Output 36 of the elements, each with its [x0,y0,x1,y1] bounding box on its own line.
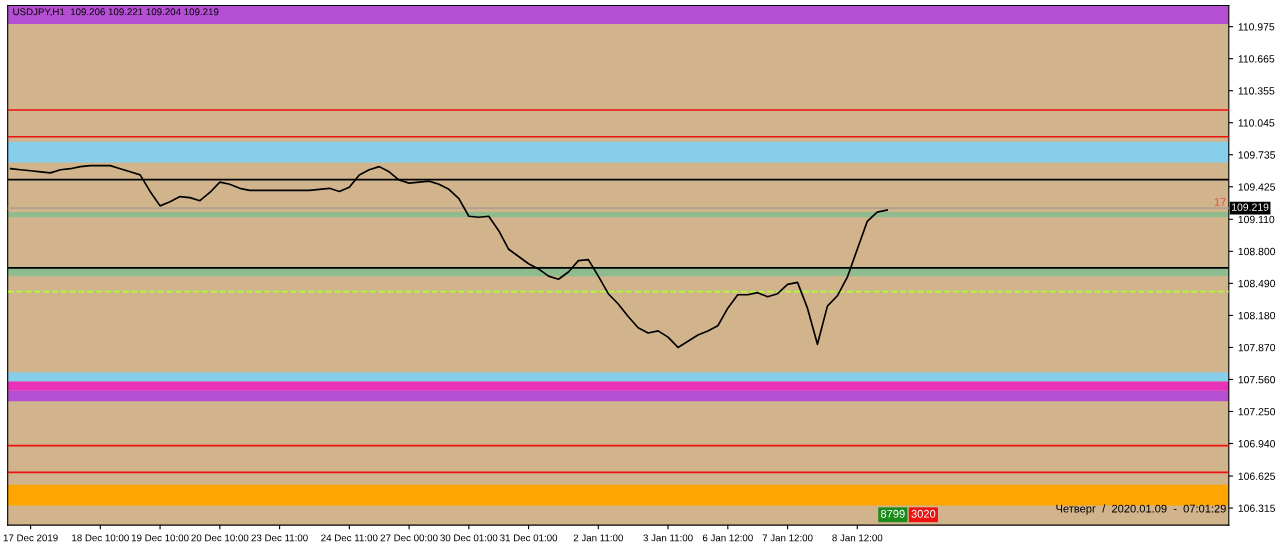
x-tick-label: 17 Dec 2019 [3,534,58,542]
x-tick-label: 23 Dec 11:00 [251,534,308,542]
annotation: 3020 [911,509,936,518]
ref-line-label: 109.219 [1232,203,1269,211]
y-tick-label: 110.665 [1238,55,1275,63]
y-tick-label: 107.870 [1238,343,1276,352]
x-tick-label: 30 Dec 01:00 [440,534,498,542]
x-tick-label: 31 Dec 01:00 [500,534,558,542]
y-tick-label: 109.425 [1238,183,1276,191]
x-tick-label: 24 Dec 11:00 [321,534,378,542]
y-tick-label: 108.180 [1238,311,1276,320]
x-tick-label: 18 Dec 10:00 [72,534,129,542]
x-tick-label: 2 Jan 11:00 [573,534,623,542]
y-tick-label: 110.975 [1238,23,1275,31]
y-tick-label: 110.355 [1238,87,1275,95]
y-tick-label: 106.625 [1238,472,1276,480]
x-tick-label: 19 Dec 10:00 [131,534,189,542]
annotation: 17 [1214,198,1226,206]
y-tick-label: 106.940 [1238,440,1276,448]
y-tick-label: 107.560 [1238,375,1276,384]
x-tick-label: 6 Jan 12:00 [702,534,753,542]
x-tick-label: 7 Jan 12:00 [762,534,813,542]
y-tick-label: 109.110 [1238,215,1275,224]
y-tick-label: 107.250 [1238,407,1276,416]
y-tick-label: 109.735 [1238,151,1276,159]
y-tick-label: 110.045 [1238,119,1275,127]
chart-title: USDJPY,H1 109.206 109.221 109.204 109.219 [13,8,219,17]
x-tick-label: 3 Jan 11:00 [643,534,693,542]
x-tick-label: 8 Jan 12:00 [832,534,883,542]
x-tick-label: 20 Dec 10:00 [191,534,249,542]
x-tick-label: 27 Dec 00:00 [380,534,438,542]
annotation: Четверг / 2020.01.09 - 07:01:29 [1056,504,1226,515]
y-tick-label: 108.490 [1238,279,1276,288]
y-tick-label: 108.800 [1238,247,1276,256]
annotation: 8799 [880,509,905,518]
y-tick-label: 106.315 [1238,504,1276,512]
